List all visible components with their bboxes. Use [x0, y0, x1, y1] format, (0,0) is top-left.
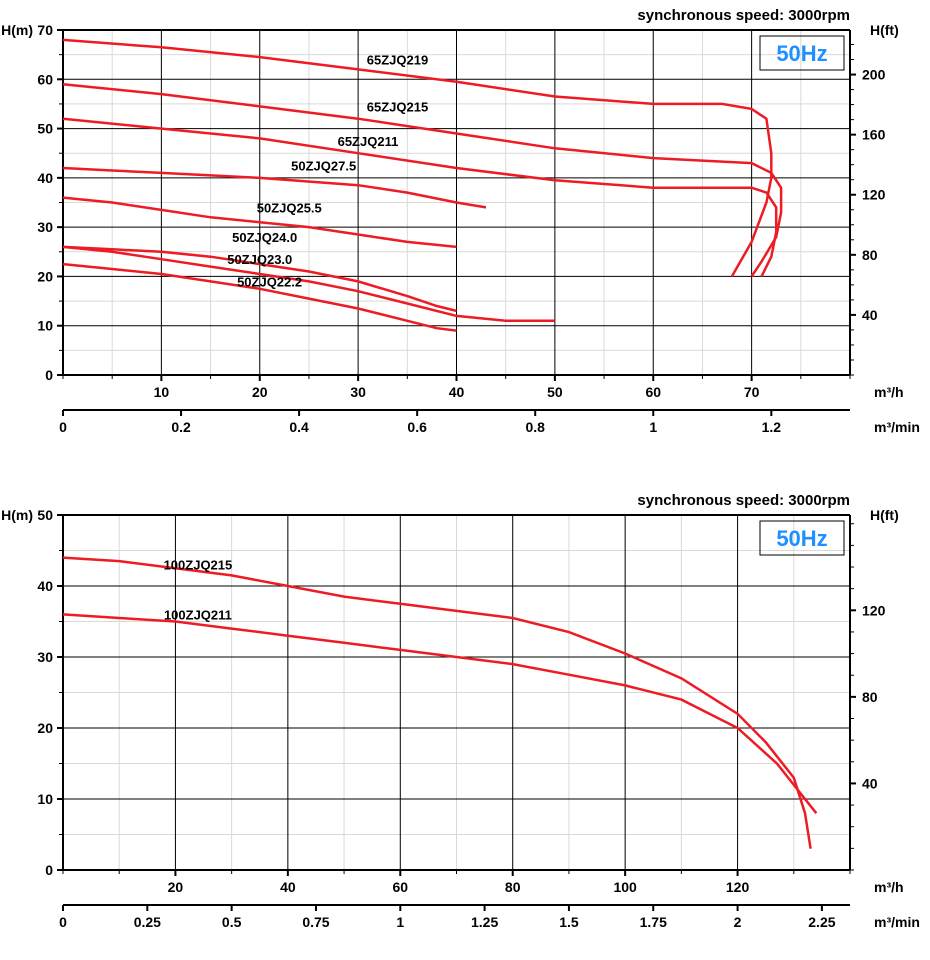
x1-tick-label: 20 [168, 879, 184, 895]
x2-tick-label: 0.6 [407, 419, 427, 435]
x1-unit-label: m³/h [874, 879, 904, 895]
series-label-65ZJQ219: 65ZJQ219 [367, 53, 428, 68]
series-label-50ZJQ27.5: 50ZJQ27.5 [291, 158, 356, 173]
y-left-tick-label: 30 [37, 219, 53, 235]
page: { "chart1": { "type": "line", "svg": { "… [0, 0, 930, 959]
y-left-tick-label: 30 [37, 649, 53, 665]
chart-svg: 65ZJQ219 65ZJQ215 65ZJQ211 50ZJQ27.5 50ZJQ25… [0, 0, 930, 470]
x2-tick-label: 1.75 [640, 914, 667, 930]
y-left-tick-label: 0 [45, 367, 53, 383]
y-right-unit-label: H(ft) [870, 22, 899, 38]
y-left-tick-label: 40 [37, 170, 53, 186]
y-left-tick-label: 20 [37, 268, 53, 284]
series-label-50ZJQ23.0: 50ZJQ23.0 [227, 252, 292, 267]
y-right-tick-label: 200 [862, 67, 886, 83]
x2-tick-label: 0 [59, 419, 67, 435]
x2-tick-label: 0.2 [171, 419, 191, 435]
series-label-100ZJQ211: 100ZJQ211 [164, 607, 232, 622]
y-right-tick-label: 120 [862, 602, 886, 618]
curve-100ZJQ211 [63, 614, 816, 813]
y-left-tick-label: 20 [37, 720, 53, 736]
x1-tick-label: 80 [505, 879, 521, 895]
y-left-tick-label: 40 [37, 578, 53, 594]
x1-tick-label: 60 [645, 384, 661, 400]
x2-tick-label: 0.8 [525, 419, 545, 435]
y-left-tick-label: 10 [37, 791, 53, 807]
y-left-tick-label: 60 [37, 71, 53, 87]
hz-label: 50Hz [776, 526, 827, 551]
x2-tick-label: 2 [734, 914, 742, 930]
y-right-unit-label: H(ft) [870, 507, 899, 523]
x2-tick-label: 0.4 [289, 419, 309, 435]
chart-svg: 100ZJQ215100ZJQ21120406080100120m³/h00.2… [0, 490, 930, 960]
x2-tick-label: 0.5 [222, 914, 242, 930]
series-label-50ZJQ25.5: 50ZJQ25.5 [257, 200, 322, 215]
series-label-50ZJQ22.2: 50ZJQ22.2 [237, 274, 302, 289]
x1-tick-label: 50 [547, 384, 563, 400]
x1-tick-label: 40 [449, 384, 465, 400]
chart-top-title: synchronous speed: 3000rpm [637, 7, 850, 24]
x1-unit-label: m³/h [874, 384, 904, 400]
series-label-50ZJQ24.0: 50ZJQ24.0 [232, 230, 297, 245]
x1-tick-label: 20 [252, 384, 268, 400]
y-left-tick-label: 70 [37, 22, 53, 38]
hz-label: 50Hz [776, 41, 827, 66]
x1-tick-label: 120 [726, 879, 750, 895]
pump-curve-chart-50-65: 65ZJQ219 65ZJQ215 65ZJQ211 50ZJQ27.5 50ZJQ25… [0, 0, 930, 470]
series-label-65ZJQ215: 65ZJQ215 [367, 99, 428, 114]
series-label-100ZJQ215: 100ZJQ215 [164, 558, 233, 573]
x2-tick-label: 1.2 [762, 419, 782, 435]
chart-top-title: synchronous speed: 3000rpm [637, 492, 850, 509]
x2-tick-label: 0 [59, 914, 67, 930]
x1-tick-label: 70 [744, 384, 760, 400]
y-right-tick-label: 160 [862, 127, 886, 143]
y-right-tick-label: 80 [862, 247, 878, 263]
y-left-tick-label: 50 [37, 507, 53, 523]
x2-tick-label: 1.25 [471, 914, 498, 930]
x2-tick-label: 1 [649, 419, 657, 435]
series-label-65ZJQ211: 65ZJQ211 [338, 134, 399, 149]
y-right-tick-label: 40 [862, 775, 878, 791]
pump-curve-chart-100: 100ZJQ215100ZJQ21120406080100120m³/h00.2… [0, 490, 930, 960]
y-left-tick-label: 0 [45, 862, 53, 878]
y-left-tick-label: 50 [37, 121, 53, 137]
y-left-unit-label: H(m) [1, 22, 33, 38]
y-right-tick-label: 80 [862, 689, 878, 705]
x2-unit-label: m³/min [874, 914, 920, 930]
x1-tick-label: 40 [280, 879, 296, 895]
y-left-unit-label: H(m) [1, 507, 33, 523]
x1-tick-label: 10 [154, 384, 170, 400]
x2-tick-label: 0.75 [302, 914, 329, 930]
x2-tick-label: 1.5 [559, 914, 579, 930]
x2-tick-label: 0.25 [134, 914, 161, 930]
x2-tick-label: 1 [396, 914, 404, 930]
y-right-tick-label: 120 [862, 187, 886, 203]
y-left-tick-label: 10 [37, 318, 53, 334]
y-right-tick-label: 40 [862, 307, 878, 323]
x2-unit-label: m³/min [874, 419, 920, 435]
x1-tick-label: 30 [350, 384, 366, 400]
x1-tick-label: 60 [392, 879, 408, 895]
x1-tick-label: 100 [613, 879, 637, 895]
x2-tick-label: 2.25 [808, 914, 835, 930]
